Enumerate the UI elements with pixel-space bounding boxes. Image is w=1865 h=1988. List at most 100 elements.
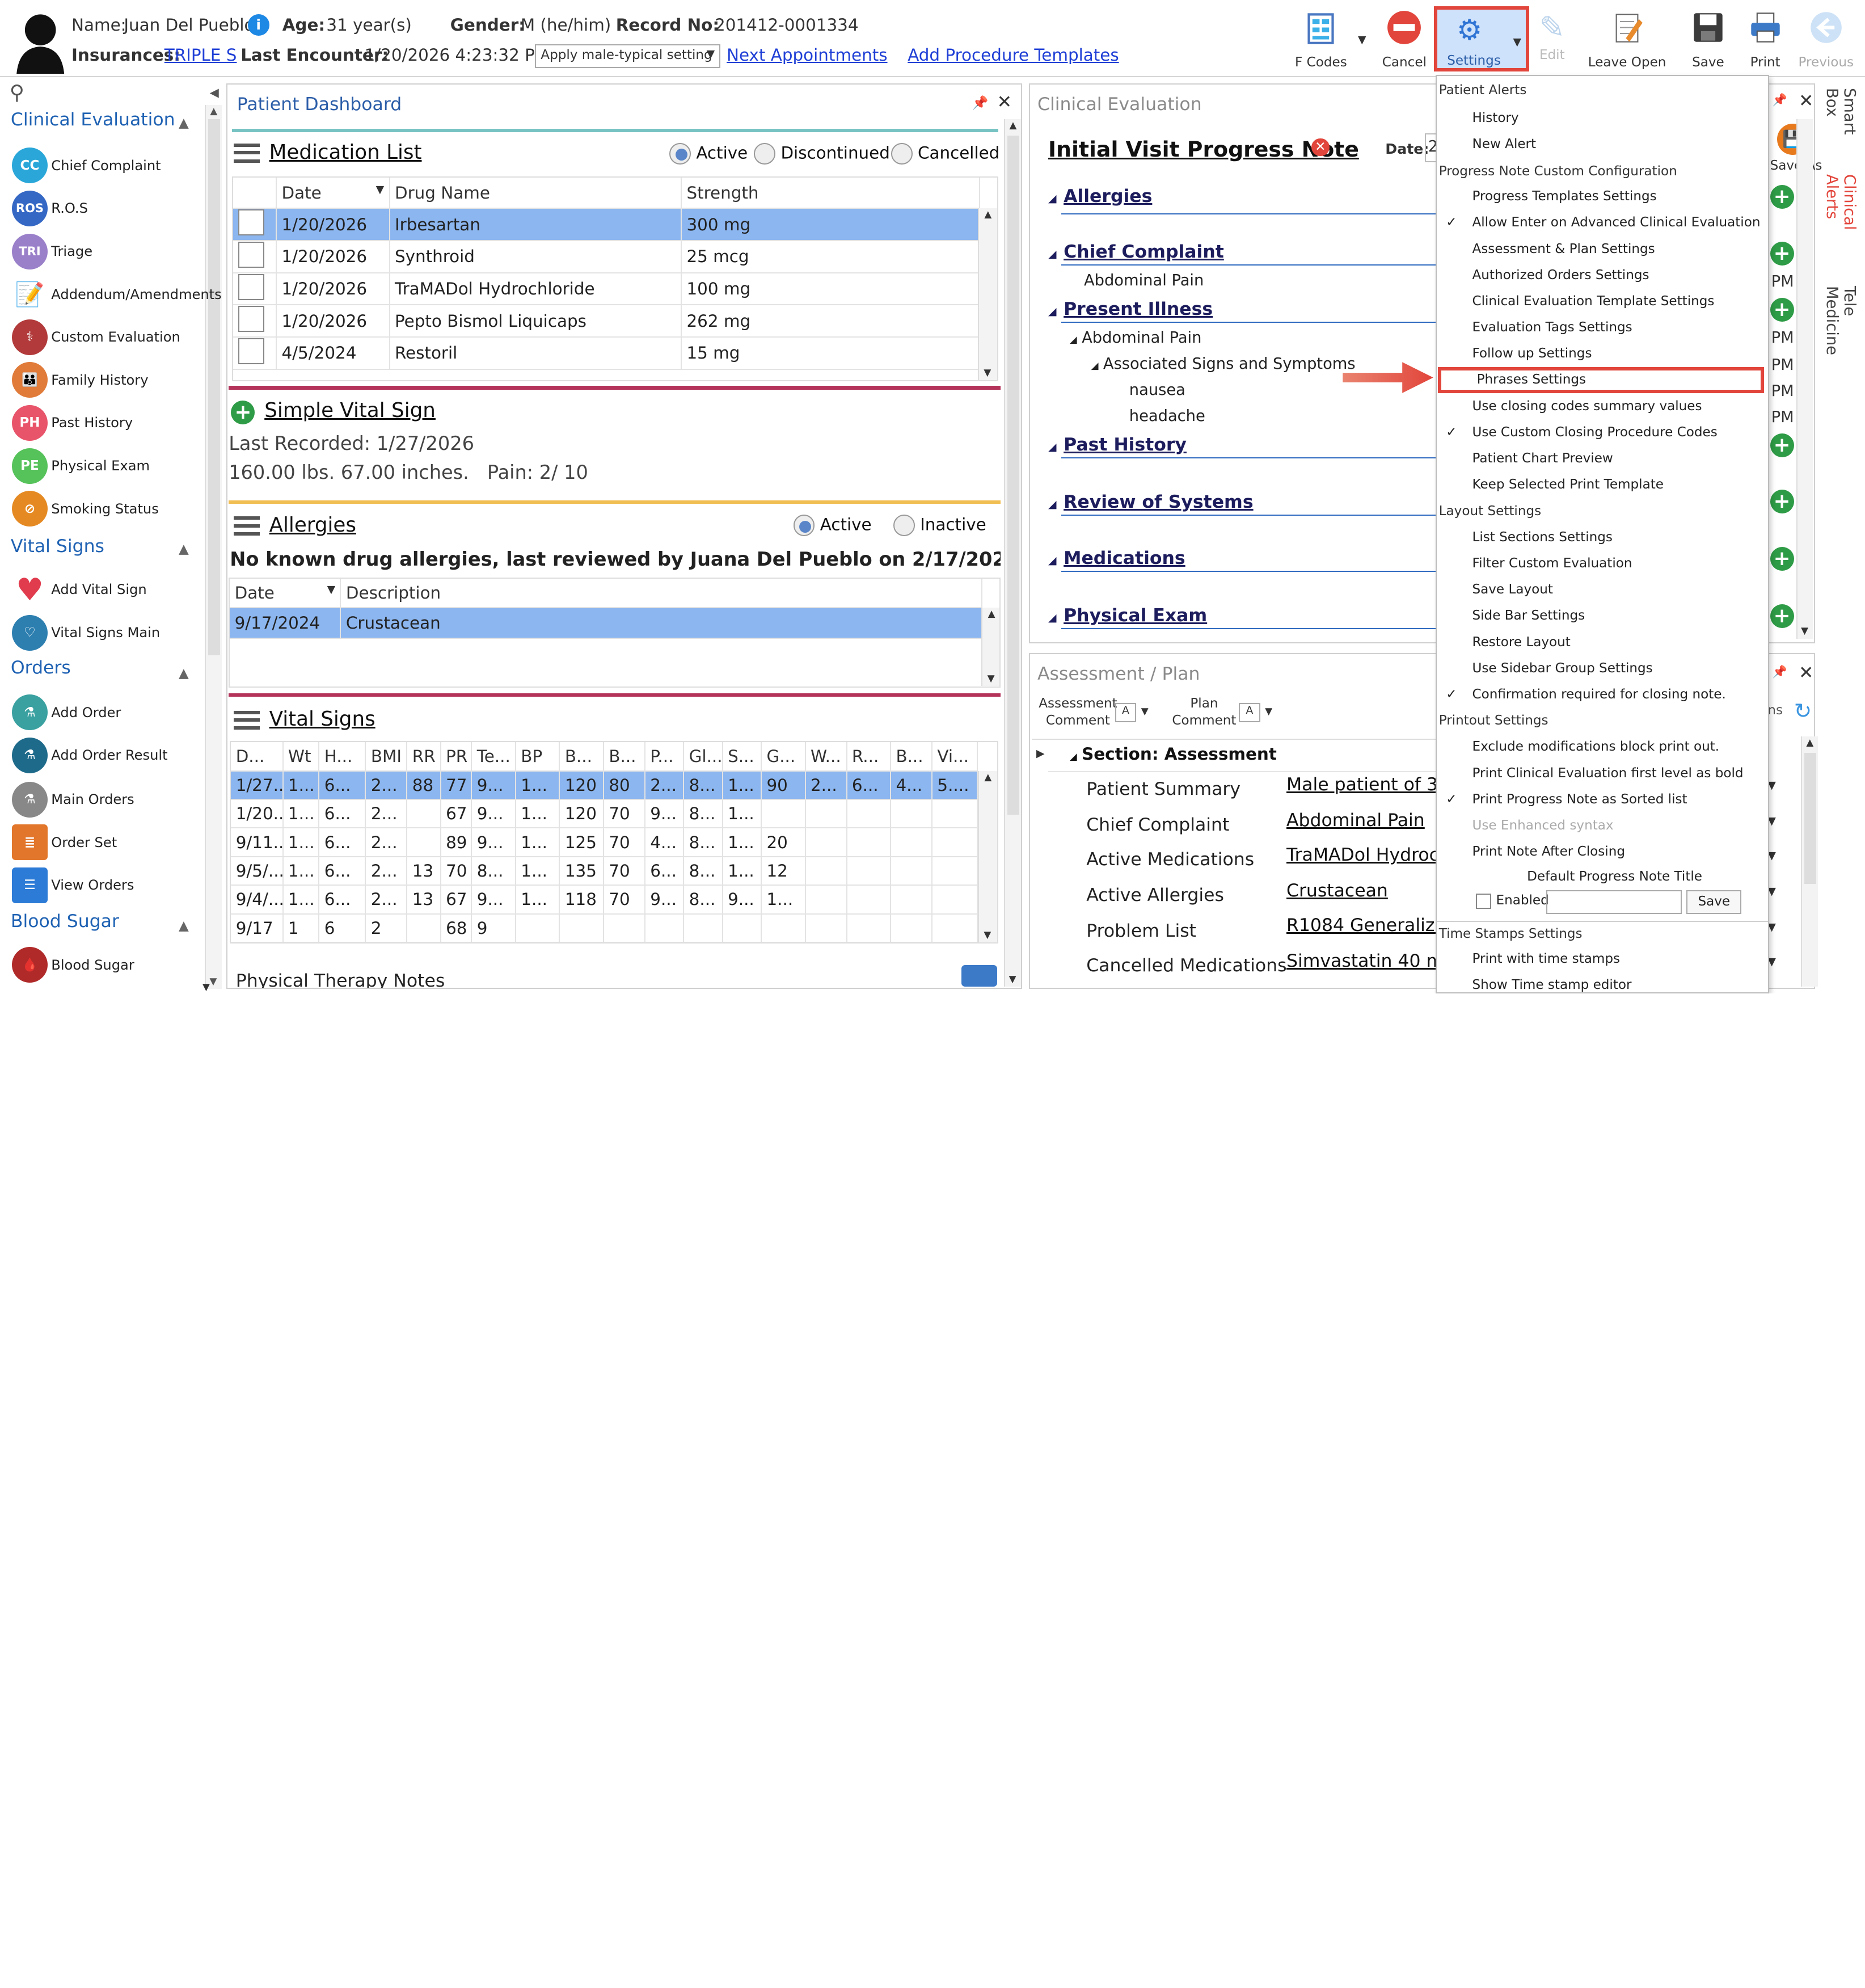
vitals-scrollbar[interactable]: ▲ ▼ <box>977 770 997 942</box>
ap-row-value[interactable]: Abdominal Pain <box>1286 810 1425 831</box>
setting-select[interactable]: Apply male-typical setting ▼ <box>534 44 721 68</box>
add-plus-icon[interactable]: + <box>1770 433 1794 458</box>
menu-item-list-sections[interactable]: List Sections Settings <box>1472 529 1613 545</box>
tree-physical-exam[interactable]: ◢ Physical Exam <box>1048 605 1207 626</box>
edit-button[interactable]: ✎ Edit <box>1534 9 1570 62</box>
scroll-down-icon[interactable]: ▼ <box>209 975 217 987</box>
radio-active-icon[interactable] <box>793 515 815 536</box>
menu-item-evaluation-tags[interactable]: Evaluation Tags Settings <box>1472 320 1632 335</box>
hamburger-menu-icon[interactable] <box>233 516 260 536</box>
tree-assoc[interactable]: ◢ Associated Signs and Symptoms <box>1091 355 1356 373</box>
expand-triangle-icon[interactable]: ◢ <box>1091 359 1099 371</box>
scroll-thumb[interactable] <box>1007 136 1020 815</box>
scroll-up-icon[interactable]: ▲ <box>210 104 218 116</box>
allergies-filter-inactive[interactable]: Inactive <box>893 515 986 536</box>
sidebar-item-vital-signs-main[interactable]: ♡ Vital Signs Main <box>12 614 160 651</box>
menu-item-save-layout[interactable]: Save Layout <box>1472 582 1553 597</box>
sidebar-item-smoking-status[interactable]: ⊘ Smoking Status <box>12 491 159 527</box>
scroll-down-icon[interactable]: ▼ <box>1009 972 1016 984</box>
vital-col-header[interactable]: S... <box>722 742 762 772</box>
print-button[interactable]: Print <box>1741 10 1789 70</box>
row-dropdown-icon[interactable]: ▼ <box>1767 815 1776 828</box>
row-dropdown-icon[interactable]: ▼ <box>1767 849 1776 862</box>
sidebar-item-family-history[interactable]: 👪 Family History <box>12 362 149 398</box>
row-dropdown-icon[interactable]: ▼ <box>1767 921 1776 934</box>
table-row[interactable]: 1/20/2026 Pepto Bismol Liquicaps 262 mg <box>233 305 981 338</box>
expand-triangle-icon[interactable]: ◢ <box>1048 441 1057 454</box>
vital-col-header[interactable]: B... <box>891 742 932 772</box>
menu-item-closing-codes[interactable]: Use closing codes summary values <box>1472 398 1702 414</box>
sidebar-item-order-set[interactable]: ≣ Order Set <box>12 824 117 861</box>
medication-scrollbar[interactable]: ▲ ▼ <box>977 208 997 380</box>
close-icon[interactable]: ✕ <box>1798 662 1814 683</box>
scroll-down-icon[interactable]: ▼ <box>202 980 210 992</box>
scroll-up-icon[interactable]: ▲ <box>1806 736 1814 748</box>
scroll-thumb[interactable] <box>1804 753 1817 885</box>
tree-allergies[interactable]: ◢ Allergies <box>1048 186 1152 207</box>
vital-col-header[interactable]: P... <box>644 742 685 772</box>
collapse-triangle-icon[interactable]: ◢ <box>1069 751 1077 763</box>
ap-row-value[interactable]: TraMADol Hydrochloride <box>1286 844 1436 865</box>
vital-col-header[interactable]: PR <box>440 742 472 772</box>
sidebar-search-icon[interactable]: ⚲ <box>9 81 24 104</box>
radio-icon[interactable] <box>891 142 913 165</box>
row-dropdown-icon[interactable]: ▼ <box>1767 779 1776 792</box>
sidebar-item-physical-exam[interactable]: PE Physical Exam <box>12 448 150 484</box>
row-checkbox[interactable] <box>233 337 277 370</box>
medication-filter-cancelled[interactable]: Cancelled <box>891 142 999 165</box>
add-plus-icon[interactable]: + <box>1770 184 1794 209</box>
tree-symptom-nausea[interactable]: nausea <box>1129 381 1185 399</box>
table-row[interactable]: 9/5/... 1... 6... 2... 13 70 8... 1... 135 70 6...… <box>231 856 978 886</box>
tab-tele-medicine[interactable]: Tele Medicine <box>1823 286 1858 386</box>
col-drug-name[interactable]: Drug Name <box>389 177 682 209</box>
row-checkbox[interactable] <box>233 305 277 338</box>
tree-symptom-headache[interactable]: headache <box>1129 407 1205 426</box>
close-icon[interactable]: ✕ <box>997 91 1012 112</box>
ap-row-value[interactable]: R1084 Generalized abdominal pain <box>1286 915 1436 936</box>
save-button[interactable]: Save <box>1684 10 1732 70</box>
default-title-save-button[interactable]: Save <box>1686 890 1742 914</box>
table-row[interactable]: 4/5/2024 Restoril 15 mg <box>233 337 981 370</box>
vital-col-header[interactable]: RR <box>407 742 441 772</box>
sort-down-icon[interactable]: ▼ <box>327 583 336 596</box>
row-dropdown-icon[interactable]: ▼ <box>1767 885 1776 898</box>
menu-item-custom-closing[interactable]: ✓ Use Custom Closing Procedure Codes <box>1437 419 1768 445</box>
menu-item-print-after-closing[interactable]: Print Note After Closing <box>1472 844 1625 860</box>
default-title-input[interactable] <box>1546 890 1682 914</box>
previous-button[interactable]: Previous <box>1796 10 1856 70</box>
table-row[interactable]: 9/4/... 1... 6... 2... 13 67 9... 1... 118 70 9...… <box>231 885 978 915</box>
add-plus-icon[interactable]: + <box>1770 546 1794 571</box>
menu-item-keep-print[interactable]: Keep Selected Print Template <box>1472 477 1664 492</box>
sidebar-item-add-order[interactable]: ⚗ Add Order <box>12 694 121 731</box>
sidebar-collapse-icon[interactable]: ◀ <box>209 86 219 100</box>
scroll-up-icon[interactable]: ▲ <box>988 607 995 619</box>
vital-col-header[interactable]: G... <box>761 742 806 772</box>
table-row[interactable]: 1/20/2026 TraMADol Hydrochloride 100 mg <box>233 272 981 306</box>
expand-triangle-icon[interactable]: ◢ <box>1048 554 1057 567</box>
section-header[interactable]: ◢ Section: Assessment <box>1070 744 1277 764</box>
medication-filter-active[interactable]: Active <box>669 142 748 165</box>
expand-triangle-icon[interactable]: ◢ <box>1069 333 1077 345</box>
menu-item-sidebar-group[interactable]: Use Sidebar Group Settings <box>1472 660 1653 676</box>
menu-item-phrases-settings[interactable]: Phrases Settings <box>1437 367 1765 393</box>
row-checkbox[interactable] <box>233 208 277 242</box>
expand-triangle-icon[interactable]: ◢ <box>1048 611 1057 624</box>
menu-item-ce-template[interactable]: Clinical Evaluation Template Settings <box>1472 294 1715 309</box>
vital-col-header[interactable]: Te... <box>471 742 516 772</box>
sort-down-icon[interactable]: ▼ <box>375 183 385 196</box>
sidebar-group-blood-sugar[interactable]: Blood Sugar <box>10 911 119 932</box>
leave-open-button[interactable]: Leave Open <box>1586 10 1668 70</box>
next-appointments-link[interactable]: Next Appointments <box>727 45 888 65</box>
sidebar-group-orders[interactable]: Orders <box>10 658 71 679</box>
tree-medications[interactable]: ◢ Medications <box>1048 548 1185 568</box>
add-vital-plus-icon[interactable]: + <box>231 400 255 424</box>
menu-item-confirm-closing[interactable]: ✓ Confirmation required for closing note. <box>1437 681 1768 707</box>
menu-item-assessment-plan[interactable]: Assessment & Plan Settings <box>1472 241 1655 256</box>
col-date[interactable]: Date ▼ <box>276 177 390 209</box>
ap-row-value[interactable]: Male patient of 31 years <box>1286 774 1436 795</box>
sidebar-item-addendum[interactable]: 📝 Addendum/Amendments <box>12 276 222 313</box>
menu-item-filter-custom[interactable]: Filter Custom Evaluation <box>1472 556 1632 571</box>
sidebar-item-custom-evaluation[interactable]: ⚕ Custom Evaluation <box>12 319 180 355</box>
vital-col-header[interactable]: Vi... <box>932 742 978 772</box>
menu-item-side-bar[interactable]: Side Bar Settings <box>1472 608 1585 624</box>
